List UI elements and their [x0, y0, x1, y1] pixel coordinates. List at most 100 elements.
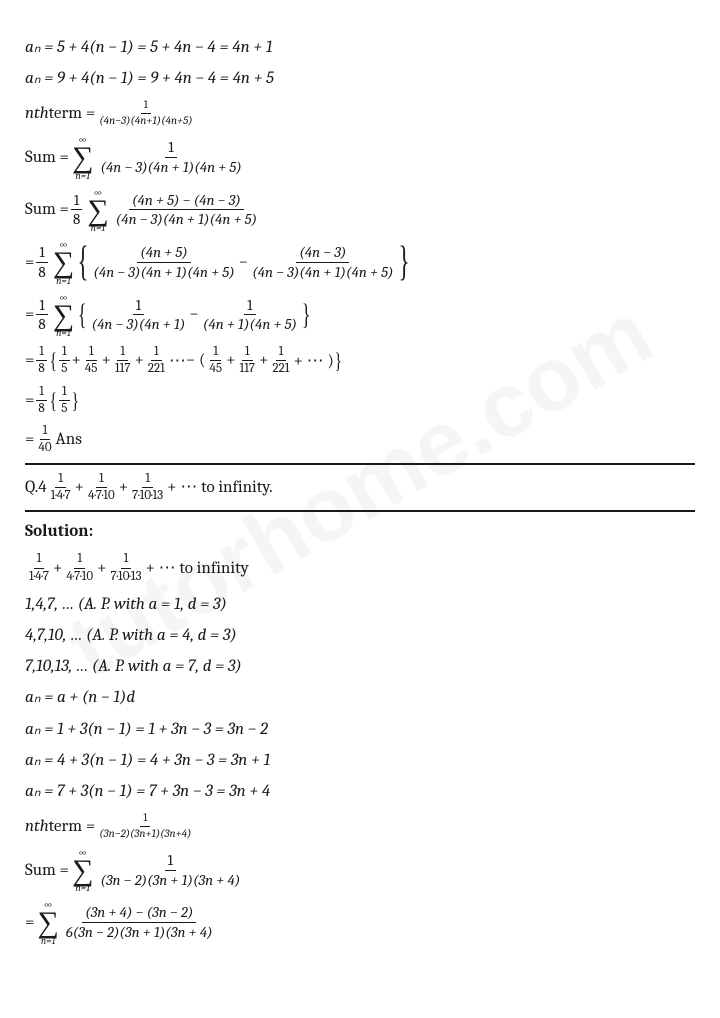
numerator: 1: [36, 243, 47, 263]
denominator: 8: [35, 401, 47, 417]
numerator: 1: [165, 851, 176, 871]
plus: +: [119, 478, 128, 497]
brace-open: {: [78, 306, 87, 324]
equals: =: [25, 430, 34, 449]
minus: −: [189, 305, 198, 324]
minus-open: − (: [186, 351, 206, 370]
fraction: 14·7·10: [85, 471, 118, 505]
numerator: 1: [59, 384, 70, 401]
numerator: 1: [276, 344, 287, 361]
denominator: (4n − 3)(4n + 1)(4n + 5): [113, 210, 260, 229]
sigma-bottom: n=1: [56, 276, 71, 286]
numerator: 1: [244, 296, 255, 316]
denominator: 221: [269, 361, 292, 377]
fraction: 1221: [269, 344, 292, 378]
sigma-symbol: ∑: [87, 198, 108, 224]
denominator: (4n−3)(4n+1)(4n+5): [96, 114, 195, 128]
fraction: 11·4·7: [26, 551, 52, 585]
fraction: (4n + 5) (4n − 3)(4n + 1)(4n + 5): [90, 243, 237, 282]
sigma-bottom: n=1: [75, 171, 90, 181]
brace-close: }: [72, 394, 79, 407]
series-line: 11·4·7 + 14·7·10 + 1 7·10·13 + ⋯ to infin…: [25, 551, 695, 585]
text: Sum =: [25, 200, 69, 219]
sigma-symbol: ∑: [72, 858, 93, 884]
numerator: 1: [36, 296, 47, 316]
fraction: 15: [58, 384, 70, 418]
text: term =: [49, 104, 96, 123]
plus: +: [259, 351, 268, 370]
equation-line: = 1 8 { 15 + 145 + 1117 + 1221 ⋯ − ( 145…: [25, 344, 695, 378]
text: nth: [25, 104, 49, 123]
denominator: (4n − 3)(4n + 1)(4n + 5): [249, 263, 396, 282]
denominator: 5: [58, 401, 70, 417]
plus: +: [226, 351, 235, 370]
equation-line: = ∞ ∑ n=1 (3n + 4) − (3n − 2) 6(3n − 2)(…: [25, 899, 695, 946]
math-line: aₙ = 7 + 3(n − 1) = 7 + 3n − 3 = 3n + 4: [25, 778, 695, 805]
sigma-bottom: n=1: [41, 936, 56, 946]
numerator: (3n + 4) − (3n − 2): [82, 903, 196, 923]
plus: +: [97, 559, 106, 578]
minus: −: [239, 253, 248, 272]
denominator: 40: [35, 440, 54, 456]
dots: ⋯: [169, 351, 186, 371]
to-infinity: + ⋯ to infinity: [146, 558, 249, 578]
sigma-symbol: ∑: [37, 910, 58, 936]
numerator: 1: [140, 811, 150, 826]
numerator: 1: [165, 138, 176, 158]
fraction: 1 8: [70, 191, 83, 230]
to-infinity: + ⋯ to infinity.: [167, 477, 272, 497]
sigma-bottom: n=1: [91, 223, 106, 233]
numerator: 1: [117, 344, 128, 361]
text: term =: [49, 817, 96, 836]
fraction: 1 8: [35, 344, 47, 378]
divider: [25, 463, 695, 465]
sigma: ∞ ∑ n=1: [87, 187, 108, 234]
fraction: 1 8: [35, 296, 48, 335]
answer-line: = 1 40 Ans: [25, 423, 695, 457]
fraction: 17·10·13: [129, 471, 166, 505]
fraction: (4n − 3) (4n − 3)(4n + 1)(4n + 5): [249, 243, 396, 282]
fraction: 1 40: [35, 423, 54, 457]
numerator: 1: [141, 98, 151, 113]
brace-open: {: [78, 250, 89, 275]
numerator: 1: [142, 471, 153, 488]
fraction: 1 (3n−2)(3n+1)(3n+4): [96, 811, 194, 841]
denominator: 8: [70, 210, 83, 229]
math-line: aₙ = 5 + 4(n − 1) = 5 + 4n − 4 = 4n + 1: [25, 34, 695, 61]
fraction: 1 (3n − 2)(3n + 1)(3n + 4): [97, 851, 243, 890]
fraction: 15: [58, 344, 70, 378]
fraction: 1 (4n − 3)(4n + 1): [89, 296, 189, 335]
brace-close: }: [334, 354, 341, 367]
math-line: aₙ = 1 + 3(n − 1) = 1 + 3n − 3 = 3n − 2: [25, 716, 695, 743]
fraction: 1 (4n−3)(4n+1)(4n+5): [96, 98, 195, 128]
denominator: (4n − 3)(4n + 1)(4n + 5): [90, 263, 237, 282]
numerator: 1: [74, 551, 85, 568]
denominator: 45: [207, 361, 226, 377]
fraction: 14·7·10: [63, 551, 96, 585]
denominator: 4·7·10: [63, 569, 96, 585]
numerator: 1: [86, 344, 97, 361]
numerator: 1: [59, 344, 70, 361]
ap-line: 7,10,13, … (A. P. with a = 7, d = 3): [25, 653, 695, 680]
fraction: 1 8: [35, 243, 48, 282]
sum-line: Sum = ∞ ∑ n=1 1 (4n − 3)(4n + 1)(4n + 5): [25, 134, 695, 181]
plus: +: [75, 478, 84, 497]
denominator: (4n + 1)(4n + 5): [200, 315, 300, 334]
nth-term-line: nth term = 1 (4n−3)(4n+1)(4n+5): [25, 98, 695, 128]
fraction: 1 8: [35, 384, 47, 418]
question-number: Q.4: [25, 478, 47, 497]
denominator: 1·4·7: [26, 569, 52, 585]
equals: =: [25, 913, 34, 932]
denominator: 7·10·13: [129, 488, 166, 504]
numerator: (4n − 3): [296, 243, 349, 263]
plus: +: [53, 559, 62, 578]
brace-close: }: [302, 306, 311, 324]
sum-line: Sum = 1 8 ∞ ∑ n=1 (4n + 5) − (4n − 3) (4…: [25, 187, 695, 234]
denominator: 45: [82, 361, 101, 377]
sigma: ∞ ∑ n=1: [53, 292, 74, 339]
fraction: 11·4·7: [48, 471, 74, 505]
question-line: Q.4 11·4·7 + 14·7·10 + 17·10·13 + ⋯ to i…: [25, 471, 695, 505]
numerator: 1: [96, 471, 107, 488]
denominator: 7·10·13: [108, 569, 145, 585]
plus: +: [101, 351, 110, 370]
